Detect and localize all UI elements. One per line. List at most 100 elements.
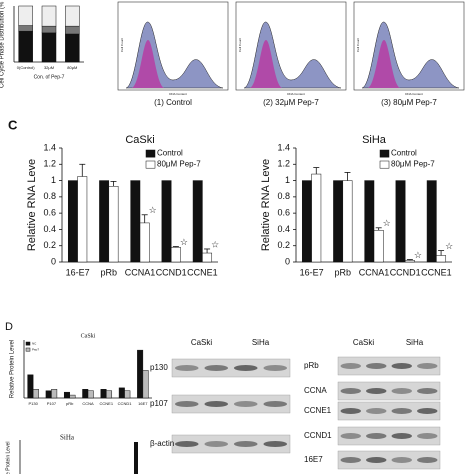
blot-strip: [171, 358, 291, 378]
legend-swatch: [25, 347, 31, 352]
protein-label: CCNA: [304, 386, 327, 395]
chart-title: SiHa: [362, 134, 387, 146]
legend-label: Control: [391, 149, 417, 158]
flow-x-label: DNA Content: [287, 92, 305, 96]
protein-label: β-actin: [150, 439, 174, 448]
bar: [342, 180, 353, 263]
blot-strip: [337, 401, 441, 421]
significance-star: ☆: [180, 237, 188, 247]
band: [417, 433, 438, 439]
protein-label: pRb: [304, 361, 319, 370]
legend-label: Control: [157, 149, 183, 158]
bar: [45, 390, 52, 399]
x-axis-label: Con. of Pep-7: [34, 74, 65, 80]
band: [366, 363, 387, 369]
x-tick-label: pRb: [101, 267, 118, 277]
x-tick-label: CCNE1: [100, 401, 114, 406]
bar: [27, 374, 34, 399]
band: [417, 457, 438, 463]
band: [340, 433, 361, 439]
bar: [118, 387, 125, 399]
band: [233, 401, 258, 407]
band: [340, 457, 361, 463]
protein-label: CCNE1: [304, 406, 332, 415]
y-axis-label: Relative RNA Leve: [260, 159, 272, 251]
bar: [106, 390, 113, 399]
bar: [82, 389, 89, 399]
legend-label: 80μM Pep-7: [157, 160, 201, 169]
flow-x-label: DNA Content: [169, 92, 187, 96]
y-tick-label: 1: [51, 175, 56, 185]
legend-label: NC: [32, 341, 37, 345]
bar: [142, 370, 149, 399]
y-tick-label: 1.4: [277, 142, 290, 152]
x-tick-label: CCND1: [118, 401, 133, 406]
band: [366, 408, 387, 414]
band: [174, 365, 199, 371]
x-tick-label: 0(Control): [17, 65, 35, 70]
legend-swatch: [145, 160, 156, 169]
legend-swatch: [379, 160, 390, 169]
bar: [333, 180, 344, 263]
y-tick-label: 0.8: [277, 191, 290, 201]
bar: [18, 25, 33, 32]
y-tick-label: 1.2: [277, 159, 290, 169]
bar: [69, 394, 76, 399]
band: [204, 365, 229, 371]
band: [366, 388, 387, 394]
bar: [41, 25, 57, 34]
protein-label: p130: [150, 363, 168, 372]
x-tick-label: 32μM: [44, 65, 54, 70]
bar: [77, 176, 88, 263]
bar: [426, 180, 437, 263]
band: [233, 365, 258, 371]
significance-star: ☆: [211, 239, 219, 249]
y-tick-label: 0.2: [43, 240, 56, 250]
band: [233, 441, 258, 447]
band: [174, 401, 199, 407]
bar: [301, 180, 312, 263]
chart-title: CaSki: [125, 134, 154, 146]
significance-star: ☆: [383, 218, 391, 228]
lane-label: SiHa: [406, 338, 424, 347]
x-tick-label: 16-E7: [300, 267, 324, 277]
x-tick-label: pRb: [66, 401, 74, 406]
protein-label: 16E7: [304, 455, 323, 464]
y-axis-label: Cell Cycle Phase Distribution (% of tota…: [0, 0, 6, 88]
y-tick-label: 0.6: [277, 208, 290, 218]
bar: [139, 222, 150, 263]
band: [366, 433, 387, 439]
bar: [63, 391, 70, 399]
y-tick-label: 1.4: [43, 142, 56, 152]
panel-label: C: [8, 117, 18, 132]
bar: [436, 255, 447, 263]
bar: [18, 30, 33, 63]
flow-g1: [368, 40, 400, 88]
y-tick-label: 0: [51, 256, 56, 266]
bar: [364, 180, 375, 263]
lane-label: CaSki: [191, 338, 213, 347]
bar: [41, 32, 57, 63]
bar: [134, 442, 138, 474]
bar: [51, 389, 58, 399]
band: [174, 441, 199, 447]
x-tick-label: CCND1: [390, 267, 421, 277]
bar: [124, 390, 131, 399]
bar: [65, 25, 80, 35]
significance-star: ☆: [445, 241, 453, 251]
bar: [32, 389, 39, 399]
flow-caption: (1) Control: [154, 98, 192, 107]
bar: [137, 349, 144, 399]
band: [204, 401, 229, 407]
band: [263, 401, 288, 407]
y-axis-label: Relative Protein Level: [10, 340, 16, 398]
x-tick-label: pRb: [335, 267, 352, 277]
panel-label: D: [5, 321, 13, 333]
band: [263, 365, 288, 371]
flow-x-label: DNA Content: [405, 92, 423, 96]
band: [391, 408, 412, 414]
band: [417, 388, 438, 394]
bar: [202, 252, 213, 263]
band: [391, 433, 412, 439]
flow-g1: [132, 40, 164, 88]
